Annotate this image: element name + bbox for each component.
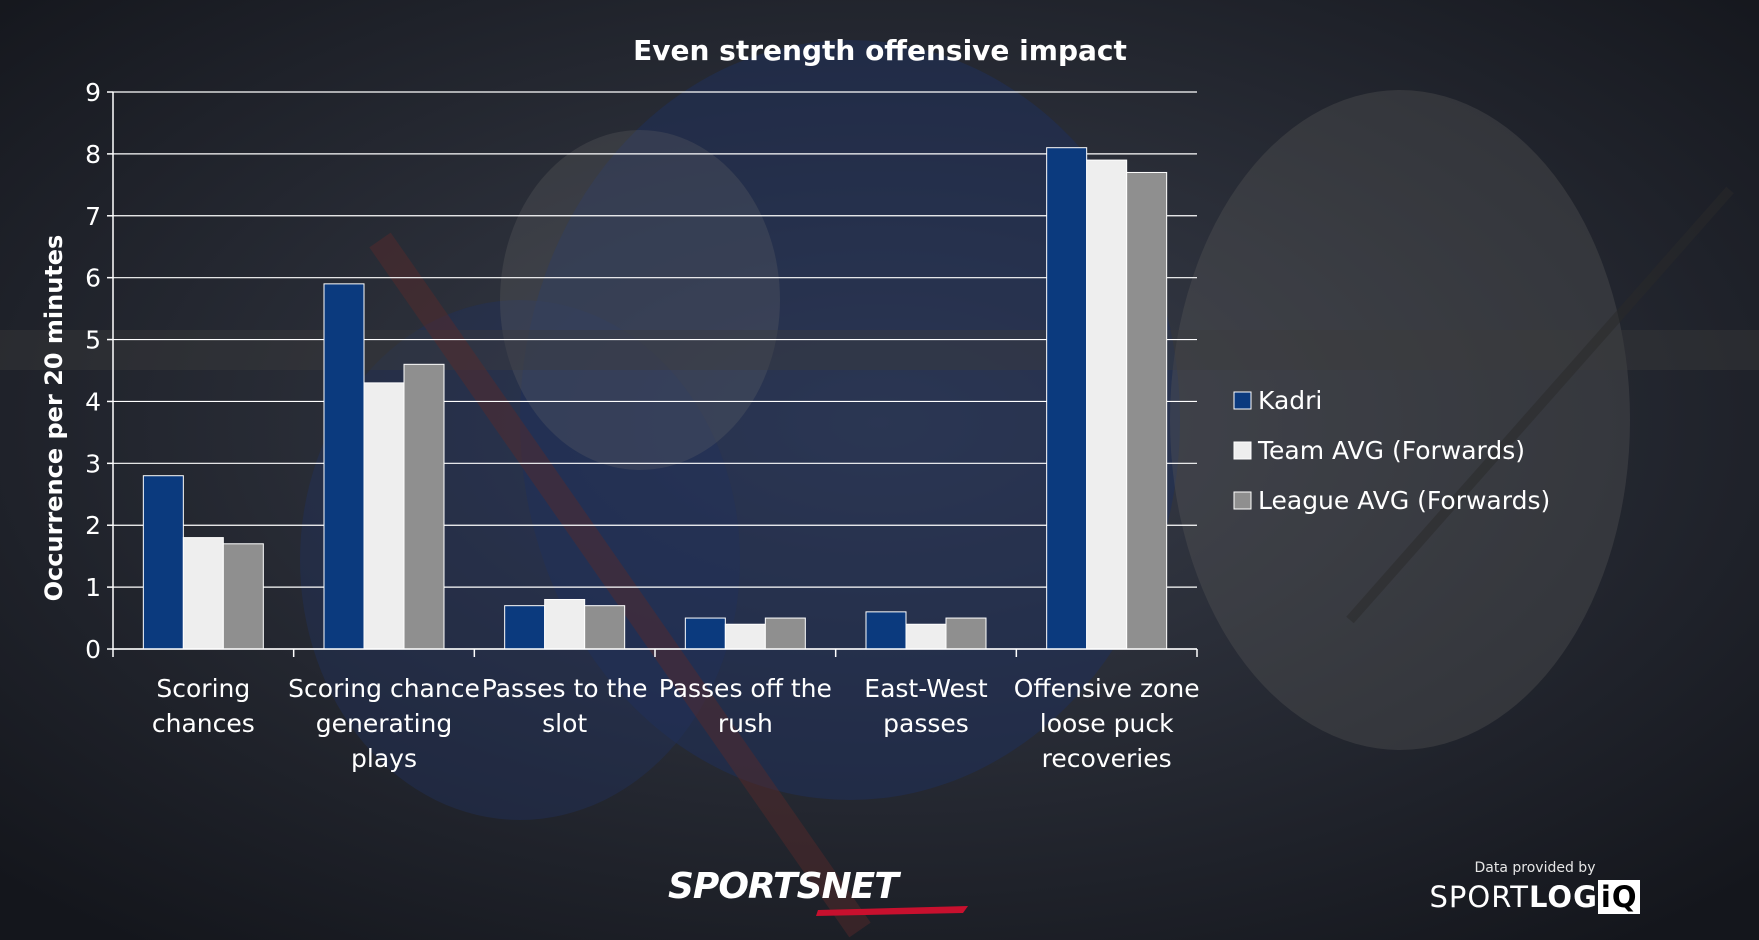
y-tick-label: 2 (85, 511, 101, 540)
bar (905, 623, 947, 650)
chart-title: Even strength offensive impact (633, 34, 1127, 67)
legend-swatch (1233, 441, 1252, 460)
bar (865, 611, 907, 650)
x-tick-label: Scoring chance generating plays (288, 674, 480, 773)
y-tick-label: 0 (85, 635, 101, 664)
sportsnet-logo: SPORTSNET (668, 866, 968, 916)
legend-swatch (1233, 391, 1252, 410)
sportlogiq-logo: SPORTLOG iQ (1420, 880, 1650, 914)
bar (1086, 159, 1128, 650)
y-tick-label: 8 (85, 140, 101, 169)
legend-label: Kadri (1258, 386, 1322, 415)
x-tick-label: East-West passes (864, 674, 988, 738)
bar (764, 617, 806, 650)
bar (504, 605, 546, 650)
legend-swatch (1233, 491, 1252, 510)
bar (363, 382, 405, 650)
bar (323, 283, 365, 650)
bar (182, 537, 224, 650)
bar (403, 363, 445, 650)
sportlogiq-credit: Data provided by SPORTLOG iQ (1420, 860, 1650, 914)
sportlogiq-logo-part: iQ (1597, 880, 1641, 914)
bar (544, 598, 586, 650)
y-tick-label: 9 (85, 78, 101, 107)
data-provided-by-text: Data provided by (1474, 860, 1596, 876)
x-tick-label: Passes off the rush (659, 674, 832, 738)
bar (684, 617, 726, 650)
y-tick-label: 7 (85, 202, 101, 231)
y-tick-label: 6 (85, 264, 101, 293)
y-tick-label: 4 (85, 387, 101, 416)
bar (584, 605, 626, 650)
x-tick-label: Passes to the slot (482, 674, 648, 738)
sportsnet-swoosh-icon (816, 906, 968, 916)
legend-label: League AVG (Forwards) (1258, 486, 1550, 515)
x-tick-label: Scoring chances (152, 674, 255, 738)
bar (1046, 147, 1088, 650)
y-axis-label: Occurrence per 20 minutes (40, 235, 68, 602)
y-tick-label: 5 (85, 326, 101, 355)
bar (724, 623, 766, 650)
sportlogiq-logo-part: LOG (1528, 880, 1598, 914)
y-tick-label: 1 (85, 573, 101, 602)
bar (945, 617, 987, 650)
x-tick-label: Offensive zone loose puck recoveries (1014, 674, 1200, 773)
bar (222, 543, 264, 650)
bar (142, 475, 184, 650)
bar (1126, 171, 1168, 650)
y-tick-label: 3 (85, 449, 101, 478)
legend-label: Team AVG (Forwards) (1257, 436, 1525, 465)
sportlogiq-logo-part: SPORT (1429, 880, 1529, 914)
sportsnet-logo-text: SPORTSNET (668, 866, 901, 907)
